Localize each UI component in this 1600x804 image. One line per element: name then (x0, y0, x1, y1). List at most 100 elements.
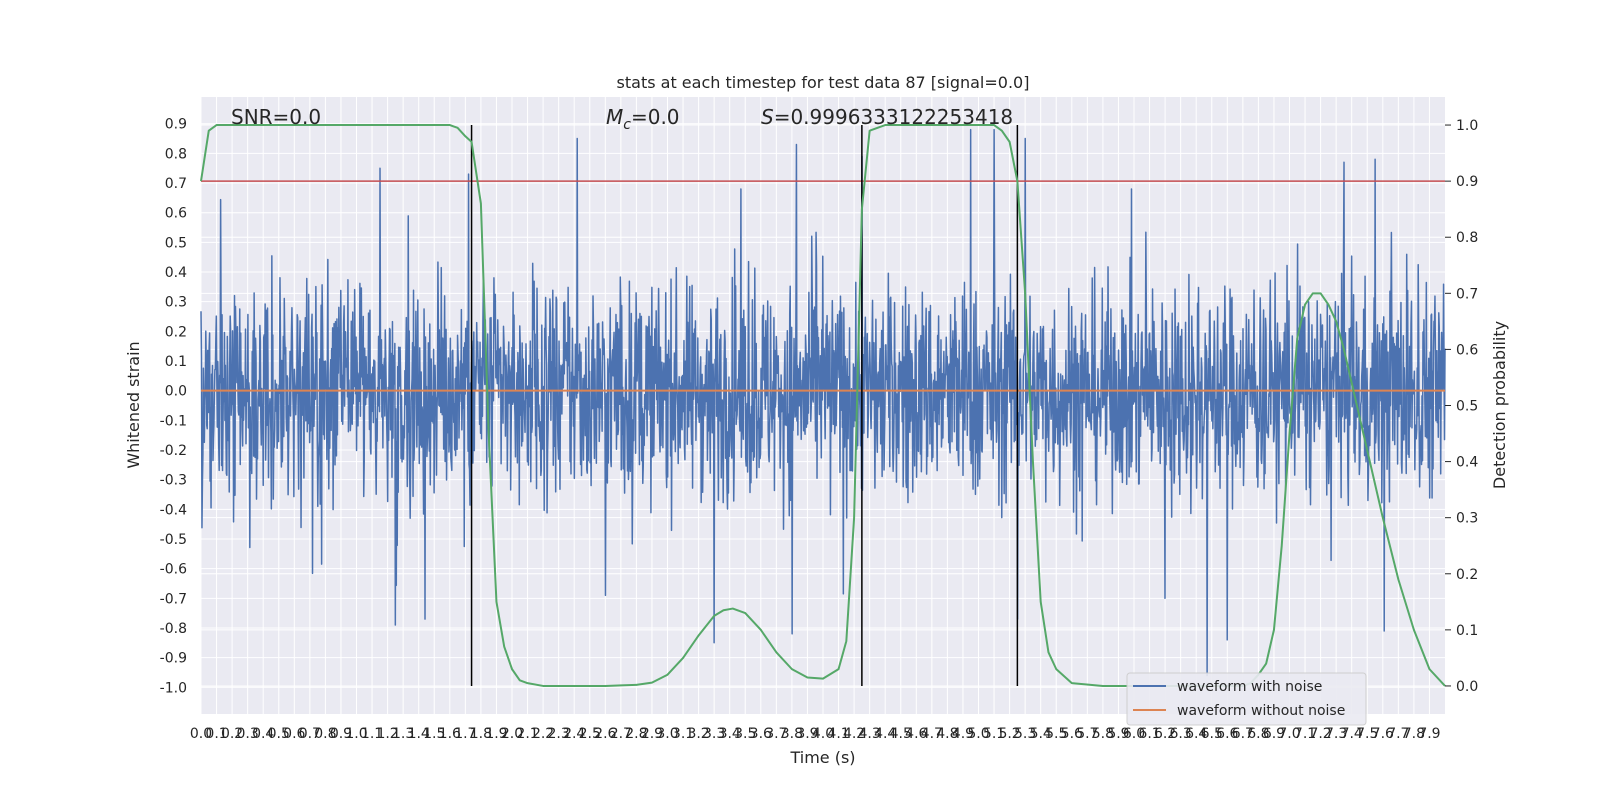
x-tick-label: 5.8 (1092, 726, 1114, 742)
x-tick-label: 2.4 (563, 726, 585, 742)
x-tick-label: 7.0 (1278, 726, 1300, 742)
y-right-axis-ticks: 1.0 0.9 0.8 0.7 0.6 0.5 0.4 0.3 0.2 0.1 0.0 (1445, 118, 1478, 695)
x-tick-label: 7.2 (1309, 726, 1331, 742)
x-tick-label: 4.8 (936, 726, 958, 742)
legend-label-clean: waveform without noise (1177, 703, 1345, 719)
y-left-tick-label: 0.9 (165, 117, 187, 133)
x-tick-label: 0.7 (299, 726, 321, 742)
x-tick-label: 5.2 (998, 726, 1020, 742)
x-tick-label: 6.7 (1232, 726, 1254, 742)
y-left-tick-label: -1.0 (160, 680, 187, 696)
x-tick-label: 6.1 (1138, 726, 1160, 742)
x-tick-label: 4.6 (905, 726, 927, 742)
x-tick-label: 7.5 (1356, 726, 1378, 742)
x-tick-label: 2.3 (548, 726, 570, 742)
x-tick-label: 3.9 (796, 726, 818, 742)
x-tick-label: 4.7 (921, 726, 943, 742)
y-left-tick-label: -0.2 (160, 443, 187, 459)
y-right-tick-label: 0.4 (1456, 455, 1478, 471)
x-tick-label: 3.5 (734, 726, 756, 742)
x-tick-label: 5.7 (1076, 726, 1098, 742)
y-left-tick-label: 0.7 (165, 176, 187, 192)
x-tick-label: 2.2 (532, 726, 554, 742)
x-tick-label: 2.0 (501, 726, 523, 742)
x-tick-label: 5.3 (1014, 726, 1036, 742)
y-left-tick-label: 0.8 (165, 146, 187, 162)
x-tick-label: 4.9 (952, 726, 974, 742)
x-tick-label: 1.5 (423, 726, 445, 742)
annotation-score-symbol: S (761, 105, 774, 129)
x-tick-label: 1.4 (408, 726, 430, 742)
waveform-with-noise-series (200, 128, 1446, 677)
x-tick-label: 4.2 (843, 726, 865, 742)
x-tick-label: 0.5 (268, 726, 290, 742)
x-tick-label: 7.4 (1341, 726, 1363, 742)
x-tick-label: 6.8 (1247, 726, 1269, 742)
x-tick-label: 2.1 (516, 726, 538, 742)
y-left-axis-label: Whitened strain (124, 341, 143, 468)
x-tick-label: 4.0 (812, 726, 834, 742)
x-tick-label: 5.4 (1030, 726, 1052, 742)
y-right-axis-label: Detection probability (1490, 321, 1509, 489)
x-tick-label: 1.0 (345, 726, 367, 742)
x-tick-label: 3.3 (703, 726, 725, 742)
x-tick-label: 3.1 (672, 726, 694, 742)
y-right-tick-label: 0.6 (1456, 342, 1478, 358)
waveform-with-noise-line (200, 128, 1446, 677)
x-tick-label: 7.7 (1387, 726, 1409, 742)
x-tick-label: 6.4 (1185, 726, 1207, 742)
x-tick-label: 0.4 (252, 726, 274, 742)
x-tick-label: 0.0 (190, 726, 212, 742)
y-left-tick-label: 0.6 (165, 206, 187, 222)
x-tick-label: 0.1 (205, 726, 227, 742)
y-right-tick-label: 0.9 (1456, 174, 1478, 190)
y-left-tick-label: 0.3 (165, 295, 187, 311)
chart-title: stats at each timestep for test data 87 … (617, 73, 1030, 92)
x-tick-label: 6.9 (1263, 726, 1285, 742)
x-axis-ticks: 0.00.10.20.30.40.50.60.70.80.91.01.11.21… (190, 726, 1441, 742)
x-tick-label: 1.8 (470, 726, 492, 742)
annotation-snr: SNR=0.0 (231, 105, 321, 129)
x-tick-label: 4.4 (874, 726, 896, 742)
x-tick-label: 3.6 (750, 726, 772, 742)
y-left-tick-label: 0.2 (165, 324, 187, 340)
x-tick-label: 3.8 (781, 726, 803, 742)
x-tick-label: 5.9 (1107, 726, 1129, 742)
x-tick-label: 1.7 (454, 726, 476, 742)
x-tick-label: 2.5 (579, 726, 601, 742)
y-left-tick-label: -0.3 (160, 473, 187, 489)
y-left-tick-label: -0.7 (160, 591, 187, 607)
x-tick-label: 6.5 (1201, 726, 1223, 742)
annotation-chirp-mass-subscript: c (623, 117, 631, 133)
y-left-tick-label: 0.1 (165, 354, 187, 370)
annotation-chirp-mass-value: =0.0 (631, 105, 680, 129)
chart-marks (200, 124, 1446, 687)
y-right-tick-label: 0.0 (1456, 679, 1478, 695)
x-tick-label: 4.3 (859, 726, 881, 742)
x-tick-label: 5.5 (1045, 726, 1067, 742)
annotation-chirp-mass-symbol: M (606, 105, 623, 129)
x-tick-label: 6.3 (1170, 726, 1192, 742)
annotation-score: S=0.9996333122253418 (761, 105, 1013, 129)
y-left-tick-label: -0.6 (160, 562, 187, 578)
x-tick-label: 7.3 (1325, 726, 1347, 742)
x-tick-label: 3.4 (719, 726, 741, 742)
y-right-tick-label: 0.5 (1456, 399, 1478, 415)
x-tick-label: 7.9 (1418, 726, 1440, 742)
x-tick-label: 2.6 (594, 726, 616, 742)
x-tick-label: 2.7 (610, 726, 632, 742)
legend: waveform with noise waveform without noi… (1126, 672, 1367, 726)
x-tick-label: 3.0 (656, 726, 678, 742)
y-left-tick-label: 0.5 (165, 235, 187, 251)
x-tick-label: 0.9 (330, 726, 352, 742)
y-left-tick-label: 0.0 (165, 384, 187, 400)
x-tick-label: 1.9 (485, 726, 507, 742)
x-tick-label: 0.6 (283, 726, 305, 742)
y-right-tick-label: 0.2 (1456, 567, 1478, 583)
legend-box (1126, 672, 1367, 726)
x-tick-label: 6.2 (1154, 726, 1176, 742)
x-tick-label: 0.3 (237, 726, 259, 742)
x-tick-label: 5.1 (983, 726, 1005, 742)
x-tick-label: 0.2 (221, 726, 243, 742)
